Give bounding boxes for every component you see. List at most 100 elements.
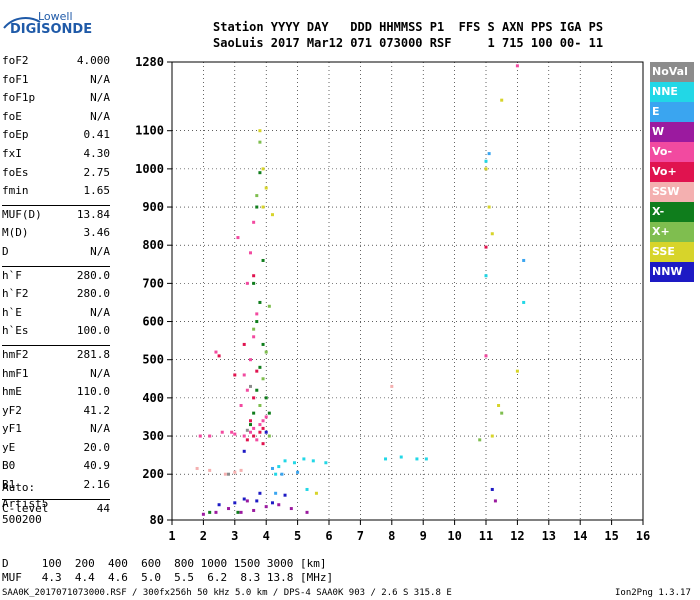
- data-point-w: [289, 507, 293, 511]
- x-tick-label: 12: [510, 529, 524, 543]
- data-point-vo-: [258, 423, 262, 427]
- data-point-nne: [424, 457, 428, 461]
- data-point-vo-: [484, 354, 488, 358]
- data-point-sse: [264, 186, 268, 190]
- param-name: yE: [2, 440, 16, 454]
- data-point-vo-: [261, 426, 265, 430]
- param-row: foE N/A: [2, 110, 110, 129]
- param-row: C-level 44: [2, 502, 110, 521]
- data-point-vo-: [264, 415, 268, 419]
- param-name: yF1: [2, 422, 22, 436]
- artist-label: Artist5: [2, 497, 49, 510]
- data-point-noval: [249, 384, 252, 388]
- data-point-ssw: [195, 466, 199, 470]
- param-value: 281.8: [76, 347, 110, 361]
- param-name: B0: [2, 459, 16, 473]
- data-point-w: [201, 512, 205, 516]
- data-point-x-: [267, 411, 271, 415]
- data-point-vo-: [261, 419, 265, 423]
- param-row: h`Es 100.0: [2, 324, 110, 343]
- data-point-vo-: [258, 430, 262, 434]
- data-point-x-: [258, 171, 262, 175]
- data-point-x-: [500, 411, 504, 415]
- param-row: yE 20.0: [2, 441, 110, 460]
- param-row: foF2 4.000: [2, 54, 110, 73]
- logo-company: Lowell: [38, 10, 73, 23]
- y-tick-label: 800: [142, 238, 164, 252]
- data-point-nnw: [264, 430, 268, 434]
- x-tick-label: 8: [388, 529, 395, 543]
- param-name: MUF(D): [2, 207, 42, 221]
- param-value: N/A: [90, 109, 110, 123]
- data-point-w: [227, 507, 231, 511]
- x-tick-label: 4: [263, 529, 270, 543]
- data-point-sse: [500, 98, 504, 102]
- data-point-e: [274, 491, 278, 495]
- param-separator: [2, 265, 110, 267]
- data-point-nnw: [255, 499, 259, 503]
- param-name: yF2: [2, 403, 22, 417]
- data-point-nnw: [242, 449, 246, 453]
- data-point-x-: [267, 434, 271, 438]
- data-point-sse: [484, 167, 488, 171]
- data-point-nnw: [242, 497, 246, 501]
- x-tick-label: 16: [636, 529, 650, 543]
- data-point-sse: [497, 404, 501, 407]
- data-point-nne: [274, 472, 278, 476]
- data-point-nne: [277, 465, 281, 469]
- param-row: h`F2 280.0: [2, 287, 110, 306]
- param-value: 20.0: [83, 440, 111, 454]
- data-point-nne: [399, 455, 403, 459]
- data-point-noval: [245, 428, 249, 432]
- data-point-vo-: [249, 419, 252, 423]
- param-name: fmin: [2, 184, 29, 198]
- param-separator: [2, 498, 110, 500]
- param-row: M(D) 3.46: [2, 226, 110, 245]
- data-point-vo-: [242, 342, 246, 346]
- data-point-w: [277, 503, 281, 507]
- param-name: h`F2: [2, 287, 29, 301]
- data-point-vo-: [249, 358, 252, 362]
- param-value: 3.46: [83, 226, 111, 240]
- data-point-ssw: [390, 384, 394, 388]
- data-point-x-: [236, 510, 240, 514]
- data-point-x-: [258, 300, 262, 304]
- data-point-x-: [261, 377, 265, 381]
- param-name: B1: [2, 478, 16, 492]
- x-tick-label: 5: [294, 529, 301, 543]
- param-name: M(D): [2, 226, 29, 240]
- data-point-vo-: [245, 281, 249, 285]
- data-point-w: [239, 510, 243, 514]
- legend-item-noval: NoVal: [650, 62, 694, 82]
- param-name: foF1: [2, 72, 29, 86]
- param-row: foEp 0.41: [2, 128, 110, 147]
- param-value: 4.000: [76, 54, 110, 67]
- data-point-vo-: [255, 369, 259, 373]
- param-separator: [2, 204, 110, 206]
- data-point-sse: [261, 167, 265, 171]
- x-tick-label: 14: [573, 529, 587, 543]
- param-value: N/A: [90, 305, 110, 319]
- data-point-vo-: [236, 236, 240, 240]
- param-value: 100.0: [76, 324, 110, 338]
- data-point-nnw: [258, 491, 262, 495]
- data-point-vo-: [208, 434, 212, 438]
- data-point-e: [487, 152, 491, 156]
- data-point-x-: [252, 327, 256, 331]
- x-tick-label: 9: [420, 529, 427, 543]
- param-row: foF1 N/A: [2, 73, 110, 92]
- param-name: fxI: [2, 146, 22, 160]
- data-point-x-: [255, 320, 259, 324]
- data-point-x-: [208, 510, 212, 514]
- data-point-vo-: [220, 430, 224, 434]
- y-tick-label: 900: [142, 200, 164, 214]
- data-point-vo-: [252, 220, 256, 224]
- param-row: B0 40.9: [2, 459, 110, 478]
- data-point-x-: [255, 205, 259, 209]
- data-point-vo-: [249, 251, 252, 255]
- data-point-vo-: [217, 354, 221, 358]
- data-point-vo-: [214, 350, 218, 354]
- data-point-vo-: [249, 430, 252, 434]
- header-labels: Station YYYY DAY DDD HHMMSS P1 FFS S AXN…: [213, 20, 604, 34]
- data-point-x-: [255, 388, 259, 392]
